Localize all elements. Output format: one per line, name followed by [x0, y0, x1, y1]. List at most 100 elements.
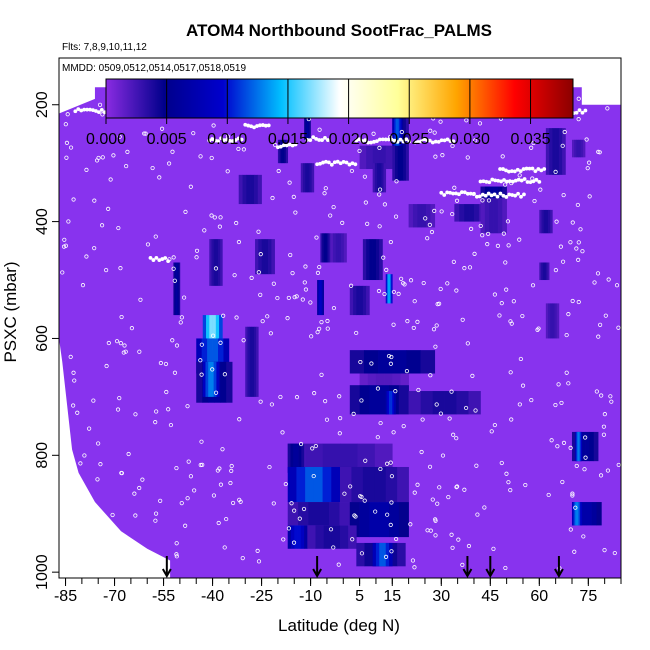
track-point — [222, 138, 226, 143]
heatmap-strip — [317, 280, 319, 316]
heatmap-cell — [539, 262, 550, 281]
sample-point — [575, 202, 580, 208]
heatmap-strip — [395, 116, 399, 181]
heatmap-strip — [249, 326, 253, 397]
sample-point — [80, 283, 86, 288]
track-point — [85, 107, 89, 112]
sample-point — [325, 318, 330, 324]
track-point — [442, 193, 447, 197]
arrow-head — [554, 568, 564, 579]
heatmap-strip — [255, 239, 259, 275]
x-tick-label: 30 — [432, 588, 450, 605]
heatmap-strip — [545, 209, 549, 234]
heatmap-strip — [318, 280, 320, 316]
sample-point — [560, 479, 565, 485]
sample-point — [363, 200, 368, 205]
heatmap-strip — [220, 239, 223, 286]
sample-point — [465, 155, 470, 160]
sample-point — [174, 552, 179, 557]
sample-point — [313, 443, 318, 449]
heatmap-strip — [351, 466, 364, 503]
y-tick-label: 400 — [34, 208, 51, 235]
location-arrow — [462, 556, 473, 579]
sample-point — [596, 149, 601, 154]
sample-point — [421, 280, 426, 286]
track-point — [442, 138, 447, 143]
sample-point — [501, 231, 506, 236]
track-point — [335, 159, 340, 164]
sample-point — [464, 118, 469, 123]
heatmap-strip — [397, 542, 406, 567]
heatmap-strip — [349, 285, 354, 316]
sample-point — [300, 297, 305, 302]
location-arrow — [485, 556, 496, 579]
sample-point — [260, 319, 265, 324]
sample-point — [291, 194, 296, 199]
track-point — [510, 179, 515, 184]
sample-point — [389, 500, 394, 505]
track-point — [305, 138, 310, 142]
heatmap-strip — [390, 274, 392, 304]
heatmap-strip — [589, 431, 595, 462]
sample-point — [331, 204, 336, 210]
heatmap-cell — [173, 262, 181, 316]
sample-point — [505, 219, 511, 224]
heatmap-strip — [550, 209, 553, 234]
heatmap-cell — [317, 280, 324, 316]
track-point — [395, 140, 400, 144]
sample-point — [454, 485, 459, 490]
sample-point — [221, 313, 226, 318]
sample-point — [166, 161, 172, 166]
sample-point — [174, 541, 179, 546]
sample-point — [178, 320, 183, 325]
sample-point — [192, 488, 197, 493]
track-point — [154, 255, 159, 260]
sample-point — [174, 554, 179, 559]
sample-point — [170, 338, 175, 343]
sample-point — [212, 215, 217, 220]
sample-point — [191, 131, 196, 136]
track-point — [324, 159, 328, 164]
sample-point — [553, 267, 558, 273]
sample-point — [209, 155, 214, 161]
track-point — [454, 191, 458, 196]
sample-point — [595, 271, 601, 276]
heatmap-strip — [226, 361, 233, 403]
sample-point — [111, 153, 116, 158]
heatmap-cell — [545, 303, 560, 339]
heatmap-strip — [305, 163, 308, 193]
colorbar-tick-label: 0.035 — [511, 131, 551, 148]
sample-point — [258, 292, 263, 297]
heatmap-strip — [287, 525, 292, 549]
track-point — [252, 125, 256, 130]
heatmap-strip — [374, 466, 387, 503]
heatmap-strip — [400, 116, 403, 146]
sample-point — [115, 407, 121, 412]
heatmap-strip — [432, 391, 445, 415]
sample-point — [553, 169, 558, 175]
sample-point — [63, 243, 68, 248]
heatmap-strip — [374, 163, 378, 193]
sample-point — [432, 208, 437, 213]
sample-point — [598, 473, 604, 478]
sample-point — [446, 494, 451, 500]
heatmap-strip — [578, 502, 581, 526]
heatmap-strip — [375, 542, 380, 567]
sample-point — [391, 430, 396, 435]
heatmap-strip — [580, 431, 586, 462]
heatmap-cell — [287, 443, 305, 473]
sample-point — [217, 224, 222, 229]
heatmap-strip — [322, 466, 332, 503]
sample-point — [572, 549, 577, 554]
sample-point — [171, 266, 176, 271]
heatmap-strip — [389, 542, 393, 567]
track-point — [326, 138, 330, 142]
sample-point — [410, 558, 416, 563]
track-point — [249, 124, 254, 129]
sample-point — [362, 498, 367, 503]
sample-point — [164, 389, 169, 395]
sample-point — [117, 134, 122, 139]
heatmap-strip — [196, 361, 203, 403]
track-point — [293, 142, 298, 147]
sample-point — [473, 138, 478, 143]
